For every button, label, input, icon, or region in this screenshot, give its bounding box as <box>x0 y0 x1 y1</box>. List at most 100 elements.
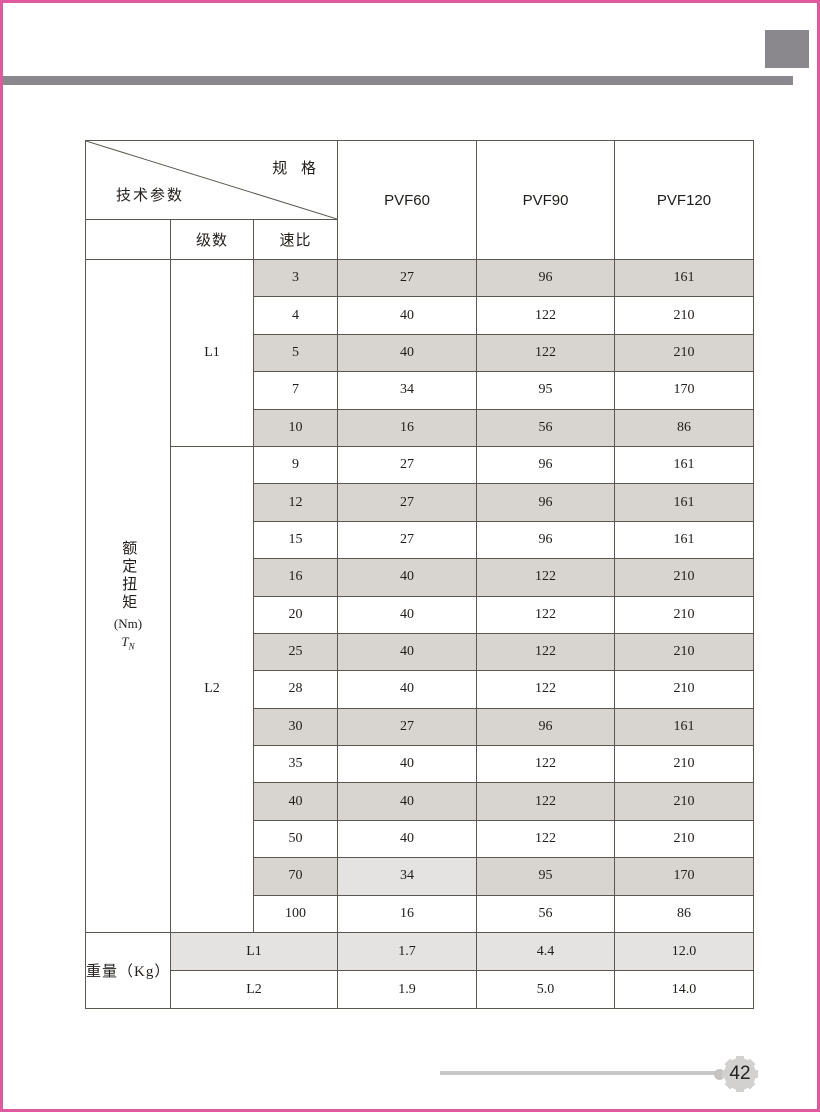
ratio-cell: 35 <box>252 745 339 784</box>
value-cell-pvf90: 122 <box>476 632 616 672</box>
header-empty-cell <box>85 219 171 260</box>
corner-spec-label: 规 格 <box>272 161 322 177</box>
value-cell-pvf120: 86 <box>614 894 755 934</box>
column-header-pvf90: PVF90 <box>476 140 616 260</box>
value-cell-pvf60: 40 <box>337 782 478 821</box>
footer-rule <box>440 1071 722 1075</box>
value-cell-pvf120: 161 <box>614 707 755 747</box>
ratio-cell: 70 <box>252 857 339 896</box>
torque-row: 7 34 95 170 <box>86 371 755 410</box>
value-cell-pvf60: 40 <box>337 632 478 672</box>
value-cell-pvf60: 40 <box>337 296 478 335</box>
torque-symbol-base: T <box>121 634 129 650</box>
column-header-pvf60: PVF60 <box>337 140 478 260</box>
table-body: 额定扭矩 (Nm) TN L1 3 27 96 161 4 40 122 210 5 40 122 21… <box>85 258 755 1010</box>
torque-row-label: 额定扭矩 (Nm) TN <box>87 540 170 652</box>
ratio-cell: 12 <box>252 483 339 522</box>
torque-rowlabel-cell: 额定扭矩 (Nm) TN <box>85 258 171 934</box>
value-cell-pvf60: 27 <box>337 258 478 298</box>
weight-row: L2 1.9 5.0 14.0 <box>86 970 755 1010</box>
value-cell-pvf60: 34 <box>337 371 478 410</box>
torque-label-title: 额定扭矩 <box>120 540 137 613</box>
header-row-1: 规 格 技术参数 PVF60 PVF90 PVF120 <box>84 140 755 260</box>
value-cell-pvf90: 122 <box>476 782 616 821</box>
spec-table: 规 格 技术参数 PVF60 PVF90 PVF120 级数 速比 额定扭矩 (… <box>84 140 755 1010</box>
value-cell-pvf120: 210 <box>614 819 755 859</box>
weight-row: 重量（Kg） L1 1.7 4.4 12.0 <box>85 932 755 1010</box>
ratio-cell: 25 <box>252 632 339 672</box>
value-cell-pvf120: 86 <box>614 408 755 447</box>
weight-label-cell: 重量（Kg） <box>85 932 171 1010</box>
torque-symbol: TN <box>121 634 134 652</box>
value-cell-pvf60: 34 <box>337 857 478 896</box>
weight-value-cell-pvf90: 5.0 <box>476 970 616 1010</box>
torque-row: 40 40 122 210 <box>86 782 755 821</box>
value-cell-pvf90: 122 <box>476 296 616 335</box>
value-cell-pvf90: 122 <box>476 558 616 597</box>
value-cell-pvf120: 210 <box>614 745 755 784</box>
torque-label-unit: (Nm) <box>113 616 143 632</box>
header-stage: 级数 <box>170 219 254 260</box>
value-cell-pvf120: 210 <box>614 670 755 709</box>
torque-row: L2 9 27 96 161 <box>86 445 755 934</box>
value-cell-pvf90: 56 <box>476 894 616 934</box>
stage-group-cell-l2: L2 <box>170 445 254 934</box>
gear-icon <box>722 1056 758 1092</box>
value-cell-pvf60: 16 <box>337 894 478 934</box>
top-right-gray-square <box>765 30 809 68</box>
value-cell-pvf90: 122 <box>476 595 616 634</box>
ratio-cell: 50 <box>252 819 339 859</box>
ratio-cell: 20 <box>252 595 339 634</box>
torque-row: 28 40 122 210 <box>86 670 755 709</box>
value-cell-pvf90: 122 <box>476 333 616 373</box>
ratio-cell: 9 <box>252 445 339 485</box>
column-header-pvf120: PVF120 <box>614 140 755 260</box>
torque-row: 20 40 122 210 <box>86 595 755 634</box>
value-cell-pvf60: 40 <box>337 595 478 634</box>
weight-group-cell: L1 <box>169 932 339 972</box>
ratio-cell: 16 <box>252 558 339 597</box>
torque-row: 30 27 96 161 <box>86 707 755 747</box>
weight-value-cell-pvf60: 1.9 <box>337 970 478 1010</box>
ratio-cell: 28 <box>252 670 339 709</box>
weight-group-cell: L2 <box>169 970 339 1010</box>
ratio-cell: 15 <box>252 520 339 560</box>
torque-row: 5 40 122 210 <box>86 333 755 373</box>
ratio-cell: 3 <box>252 258 339 298</box>
value-cell-pvf60: 40 <box>337 819 478 859</box>
corner-cell: 规 格 技术参数 <box>84 140 339 220</box>
page-number: 42 <box>729 1063 751 1084</box>
value-cell-pvf90: 96 <box>476 707 616 747</box>
torque-row: 10 16 56 86 <box>86 408 755 447</box>
torque-row: 50 40 122 210 <box>86 819 755 859</box>
torque-row: 16 40 122 210 <box>86 558 755 597</box>
header-ratio: 速比 <box>252 219 339 260</box>
value-cell-pvf120: 210 <box>614 558 755 597</box>
value-cell-pvf120: 161 <box>614 258 755 298</box>
weight-value-cell-pvf60: 1.7 <box>337 932 478 972</box>
top-gray-bar <box>3 76 793 85</box>
weight-value-cell-pvf120: 12.0 <box>614 932 755 972</box>
ratio-cell: 7 <box>252 371 339 410</box>
torque-row: 70 34 95 170 <box>86 857 755 896</box>
value-cell-pvf90: 122 <box>476 670 616 709</box>
value-cell-pvf90: 122 <box>476 819 616 859</box>
value-cell-pvf60: 16 <box>337 408 478 447</box>
value-cell-pvf120: 210 <box>614 782 755 821</box>
corner-params-label: 技术参数 <box>116 188 185 204</box>
value-cell-pvf90: 96 <box>476 483 616 522</box>
value-cell-pvf60: 40 <box>337 670 478 709</box>
value-cell-pvf120: 161 <box>614 483 755 522</box>
value-cell-pvf120: 161 <box>614 445 755 485</box>
value-cell-pvf120: 170 <box>614 857 755 896</box>
torque-row: 100 16 56 86 <box>86 894 755 934</box>
value-cell-pvf120: 210 <box>614 632 755 672</box>
ratio-cell: 30 <box>252 707 339 747</box>
value-cell-pvf60: 40 <box>337 333 478 373</box>
value-cell-pvf60: 27 <box>337 520 478 560</box>
value-cell-pvf60: 40 <box>337 558 478 597</box>
torque-symbol-sub: N <box>128 641 135 652</box>
value-cell-pvf120: 170 <box>614 371 755 410</box>
ratio-cell: 100 <box>252 894 339 934</box>
